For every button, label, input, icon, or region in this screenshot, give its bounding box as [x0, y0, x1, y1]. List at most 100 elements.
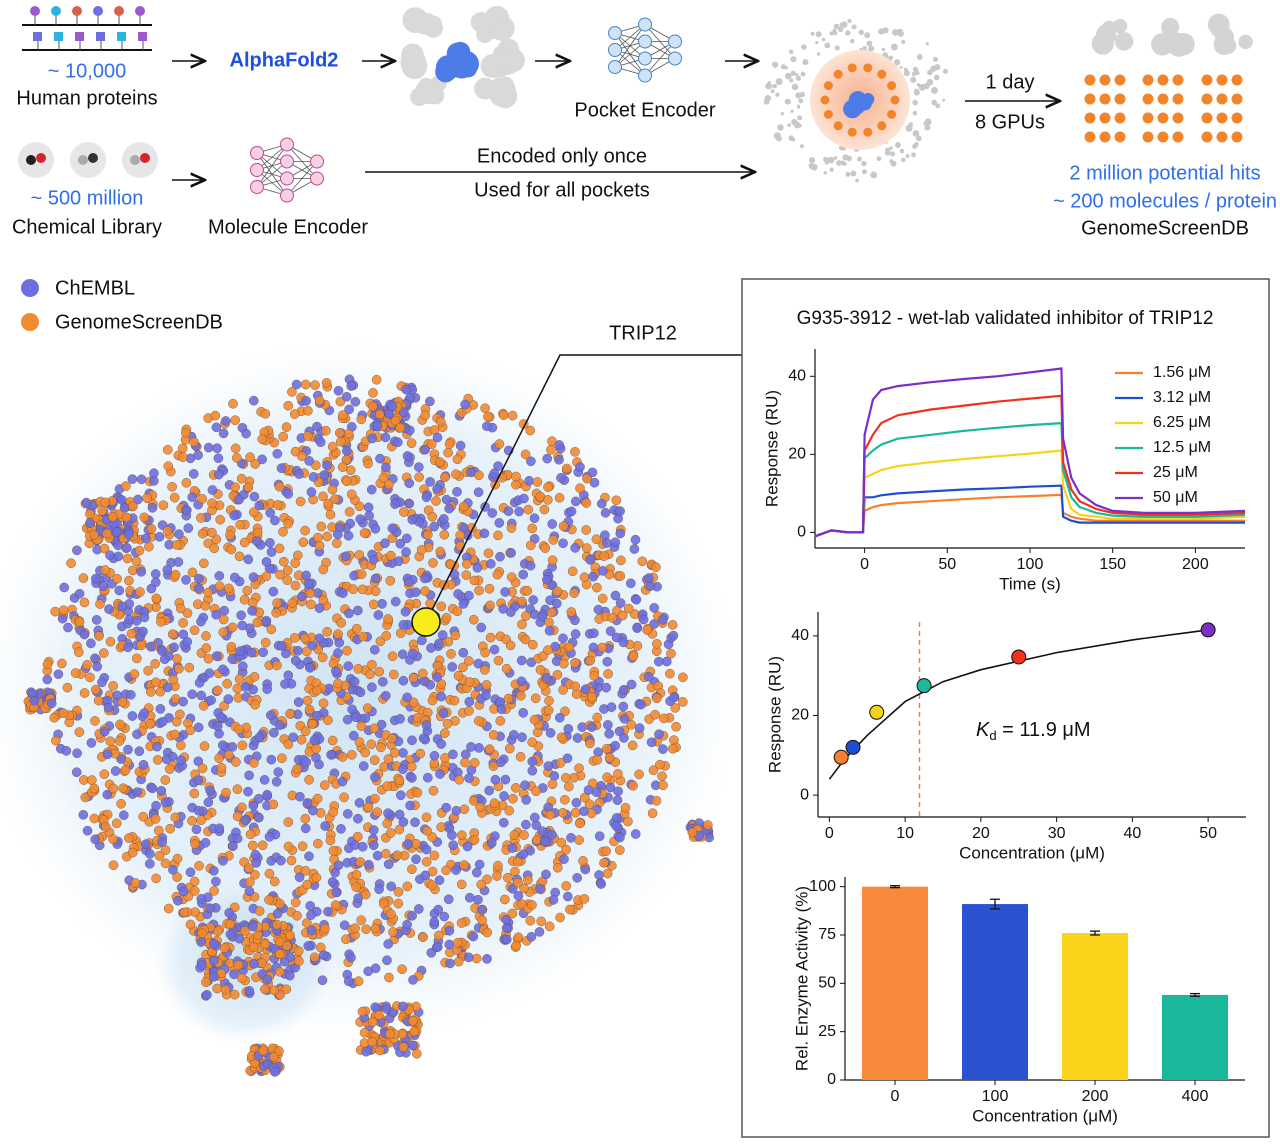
embedding-dot — [390, 415, 401, 426]
embedding-dot — [453, 956, 464, 967]
embedding-dot — [389, 748, 400, 758]
embedding-dot — [562, 463, 572, 474]
embedding-dot — [140, 533, 151, 544]
embedding-dot — [646, 737, 657, 748]
embedding-dot — [492, 569, 503, 580]
orange-dot — [1084, 93, 1096, 105]
grey-dot — [772, 83, 777, 89]
embedding-dot — [290, 446, 301, 457]
embedding-dot — [306, 487, 317, 497]
orange-dot — [1157, 112, 1169, 124]
grey-dot — [788, 135, 794, 141]
embedding-dot — [649, 603, 660, 613]
embedding-dot — [513, 856, 523, 867]
embedding-dot — [314, 540, 325, 551]
embedding-dot — [144, 541, 154, 552]
embedding-dot — [211, 651, 222, 661]
embedding-dot — [315, 437, 326, 448]
embedding-dot — [266, 754, 277, 765]
net-node — [280, 137, 294, 152]
embedding-dot — [597, 593, 608, 604]
embedding-dot — [127, 847, 138, 858]
embedding-dot — [368, 388, 378, 398]
embedding-dot — [139, 708, 149, 718]
embedding-dot — [356, 569, 367, 580]
embedding-dot — [603, 720, 613, 730]
embedding-dot — [438, 708, 449, 718]
embedding-dot — [87, 775, 97, 785]
embedding-dot — [517, 732, 527, 743]
x-axis-title: Concentration (μM) — [972, 1106, 1118, 1125]
embedding-dot — [513, 891, 524, 901]
embedding-dot — [506, 523, 517, 533]
embedding-dot — [368, 555, 379, 565]
embedding-dot — [328, 846, 339, 856]
embedding-dot — [516, 690, 526, 701]
grey-dot — [823, 156, 829, 163]
embedding-dot — [212, 983, 222, 994]
embedding-dot — [74, 647, 84, 658]
embedding-dot — [301, 918, 312, 928]
embedding-dot — [114, 736, 125, 746]
embedding-dot — [228, 398, 238, 409]
embedding-dot — [220, 984, 231, 995]
embedding-dot — [687, 827, 698, 838]
embedding-dot — [269, 985, 279, 996]
embedding-dot — [387, 401, 398, 411]
embedding-dot — [112, 574, 122, 584]
x-tick-label: 50 — [938, 556, 956, 573]
embedding-dot — [458, 662, 468, 673]
gpus: 8 GPUs — [975, 111, 1045, 133]
embedding-dot — [272, 500, 283, 510]
embedding-dot — [523, 504, 534, 515]
orange-dot — [1114, 112, 1126, 124]
embedding-dot — [432, 672, 442, 682]
embedding-dot — [607, 613, 618, 623]
embedding-dot — [269, 1067, 280, 1077]
embedding-dot — [220, 416, 231, 426]
embedding-dot — [484, 583, 495, 594]
embedding-dot — [587, 692, 597, 702]
embedding-dot — [392, 850, 403, 861]
embedding-dot — [429, 521, 439, 532]
embedding-dot — [443, 894, 454, 905]
grey-dot — [916, 83, 921, 87]
grey-dot — [850, 170, 857, 177]
embedding-dot — [411, 854, 421, 865]
embedding-dot — [544, 695, 554, 706]
embedding-dot — [169, 492, 180, 503]
atom — [26, 155, 36, 165]
embedding-dot — [326, 750, 336, 760]
embedding-dot — [536, 916, 547, 927]
y-tick-label: 100 — [809, 878, 836, 895]
y-tick-label: 0 — [797, 524, 806, 541]
orange-dot — [863, 63, 873, 73]
embedding-dot — [254, 812, 264, 823]
grey-dot — [878, 29, 883, 34]
grey-dot — [899, 148, 905, 154]
net-edge — [614, 24, 646, 68]
embedding-dot — [547, 779, 558, 790]
embedding-dot — [395, 538, 406, 549]
embedding-dot — [456, 830, 467, 841]
x-tick-label: 0 — [891, 1088, 900, 1105]
embedding-dot — [156, 786, 167, 796]
embedding-dot — [537, 826, 548, 837]
embedding-dot — [472, 563, 483, 573]
embedding-dot — [433, 904, 444, 915]
embedding-dot — [179, 907, 190, 918]
embedding-dot — [630, 534, 641, 545]
orange-dot — [877, 69, 887, 79]
embedding-dot — [393, 898, 404, 909]
embedding-dot — [441, 613, 452, 623]
grey-dot — [765, 82, 772, 90]
embedding-dot — [507, 843, 518, 853]
grey-dot — [882, 27, 889, 34]
embedding-dot — [618, 701, 629, 712]
embedding-dot — [652, 639, 662, 649]
embedding-dot — [274, 966, 285, 977]
embedding-dot — [62, 682, 73, 693]
embedding-dot — [122, 553, 133, 564]
embedding-dot — [327, 441, 338, 452]
embedding-dot — [429, 917, 440, 927]
